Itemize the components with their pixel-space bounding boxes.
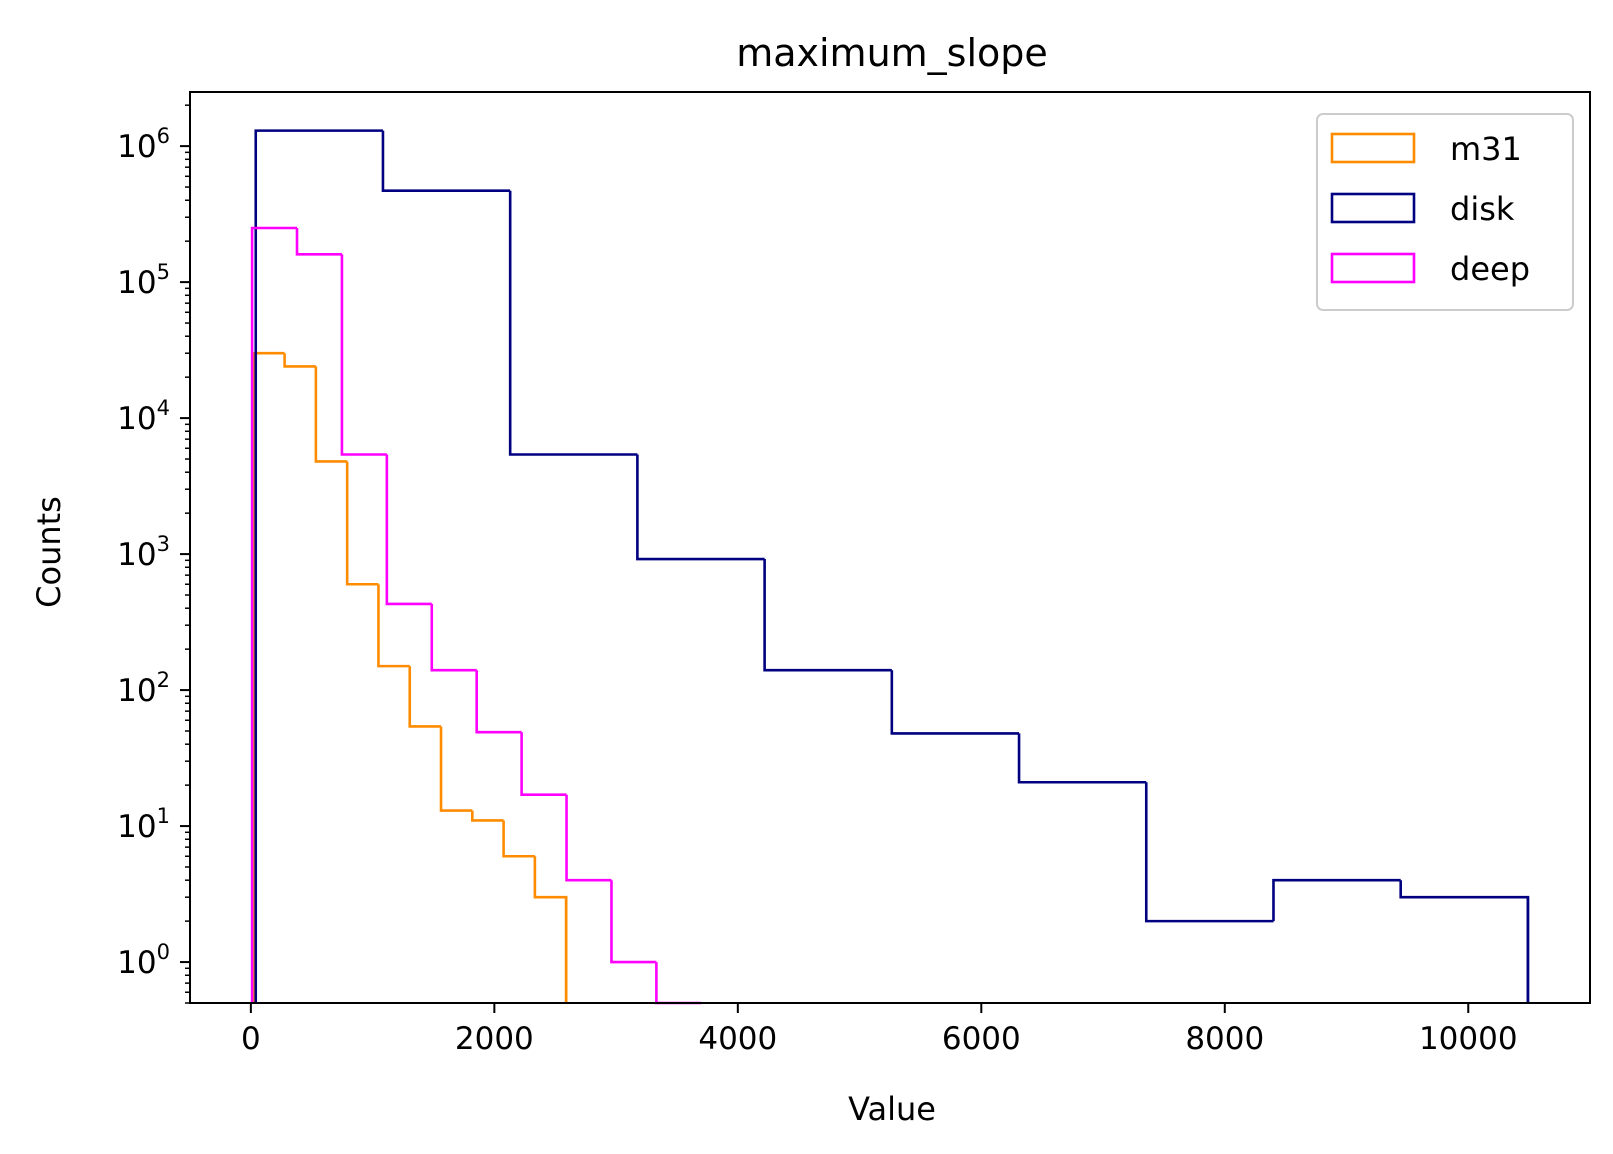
y-axis-label: Counts bbox=[30, 496, 68, 608]
histogram-series-layer bbox=[250, 129, 1530, 1005]
histogram-bar-m31 bbox=[502, 820, 535, 858]
histogram-bar-m31 bbox=[439, 726, 473, 812]
histogram-bar-deep bbox=[565, 794, 612, 882]
y-tick-label: 106 bbox=[117, 124, 170, 165]
histogram-bar-deep bbox=[295, 227, 342, 256]
x-tick-label: 4000 bbox=[698, 1021, 777, 1057]
legend-label-deep: deep bbox=[1450, 250, 1530, 288]
x-tick-label: 2000 bbox=[455, 1021, 534, 1057]
histogram-bar-deep bbox=[340, 254, 387, 456]
x-tick-label: 6000 bbox=[942, 1021, 1021, 1057]
series-disk bbox=[254, 129, 1530, 1003]
histogram-bar-disk bbox=[1017, 733, 1147, 784]
x-tick-label: 10000 bbox=[1419, 1021, 1518, 1057]
x-tick-label: 8000 bbox=[1185, 1021, 1264, 1057]
legend-label-m31: m31 bbox=[1450, 130, 1522, 168]
histogram-bar-deep bbox=[385, 454, 432, 606]
series-deep bbox=[250, 226, 702, 1005]
histogram-bar-disk bbox=[636, 454, 765, 561]
histogram-bar-m31 bbox=[408, 666, 442, 728]
x-tick-label: 0 bbox=[241, 1021, 261, 1057]
histogram-bar-m31 bbox=[377, 584, 410, 668]
histogram-bar-deep bbox=[610, 880, 657, 964]
x-axis: 0 2000 4000 6000 8000 10000 bbox=[241, 1003, 1518, 1057]
y-tick-label: 102 bbox=[117, 668, 170, 709]
legend-box bbox=[1316, 113, 1574, 311]
histogram-bar-deep bbox=[430, 603, 477, 672]
histogram-bar-m31 bbox=[471, 810, 504, 822]
histogram-bar-m31 bbox=[283, 353, 316, 368]
legend-label-disk: disk bbox=[1450, 190, 1515, 228]
y-tick-label: 104 bbox=[117, 396, 170, 437]
y-tick-label: 100 bbox=[117, 940, 170, 981]
histogram-bar-disk bbox=[508, 190, 638, 456]
legend-swatch-m31 bbox=[1330, 132, 1416, 164]
y-tick-label: 103 bbox=[117, 532, 170, 573]
histogram-bar-m31 bbox=[345, 461, 379, 586]
histogram-bar-deep bbox=[520, 732, 567, 797]
histogram-bar-disk bbox=[890, 670, 1020, 735]
histogram-bar-disk bbox=[763, 559, 892, 672]
histogram-bar-disk bbox=[254, 129, 383, 1003]
y-tick-label: 105 bbox=[117, 260, 170, 301]
histogram-bar-disk bbox=[381, 130, 511, 193]
plot-frame bbox=[189, 91, 1591, 1004]
x-axis-label: Value bbox=[848, 1090, 936, 1128]
legend-swatch-disk bbox=[1330, 192, 1416, 224]
histogram-bar-deep bbox=[475, 670, 522, 734]
legend-swatch-deep bbox=[1330, 252, 1416, 284]
chart-title: maximum_slope bbox=[736, 31, 1048, 75]
y-axis: 100 101 102 103 104 105 106 bbox=[117, 104, 190, 1004]
y-tick-label: 101 bbox=[117, 804, 170, 845]
histogram-bar-m31 bbox=[314, 366, 348, 463]
histogram-bar-disk bbox=[1144, 782, 1274, 923]
legend: m31 disk deep bbox=[1316, 113, 1574, 311]
histogram-bar-deep bbox=[250, 226, 298, 1003]
histogram-bar-disk bbox=[1272, 878, 1401, 922]
